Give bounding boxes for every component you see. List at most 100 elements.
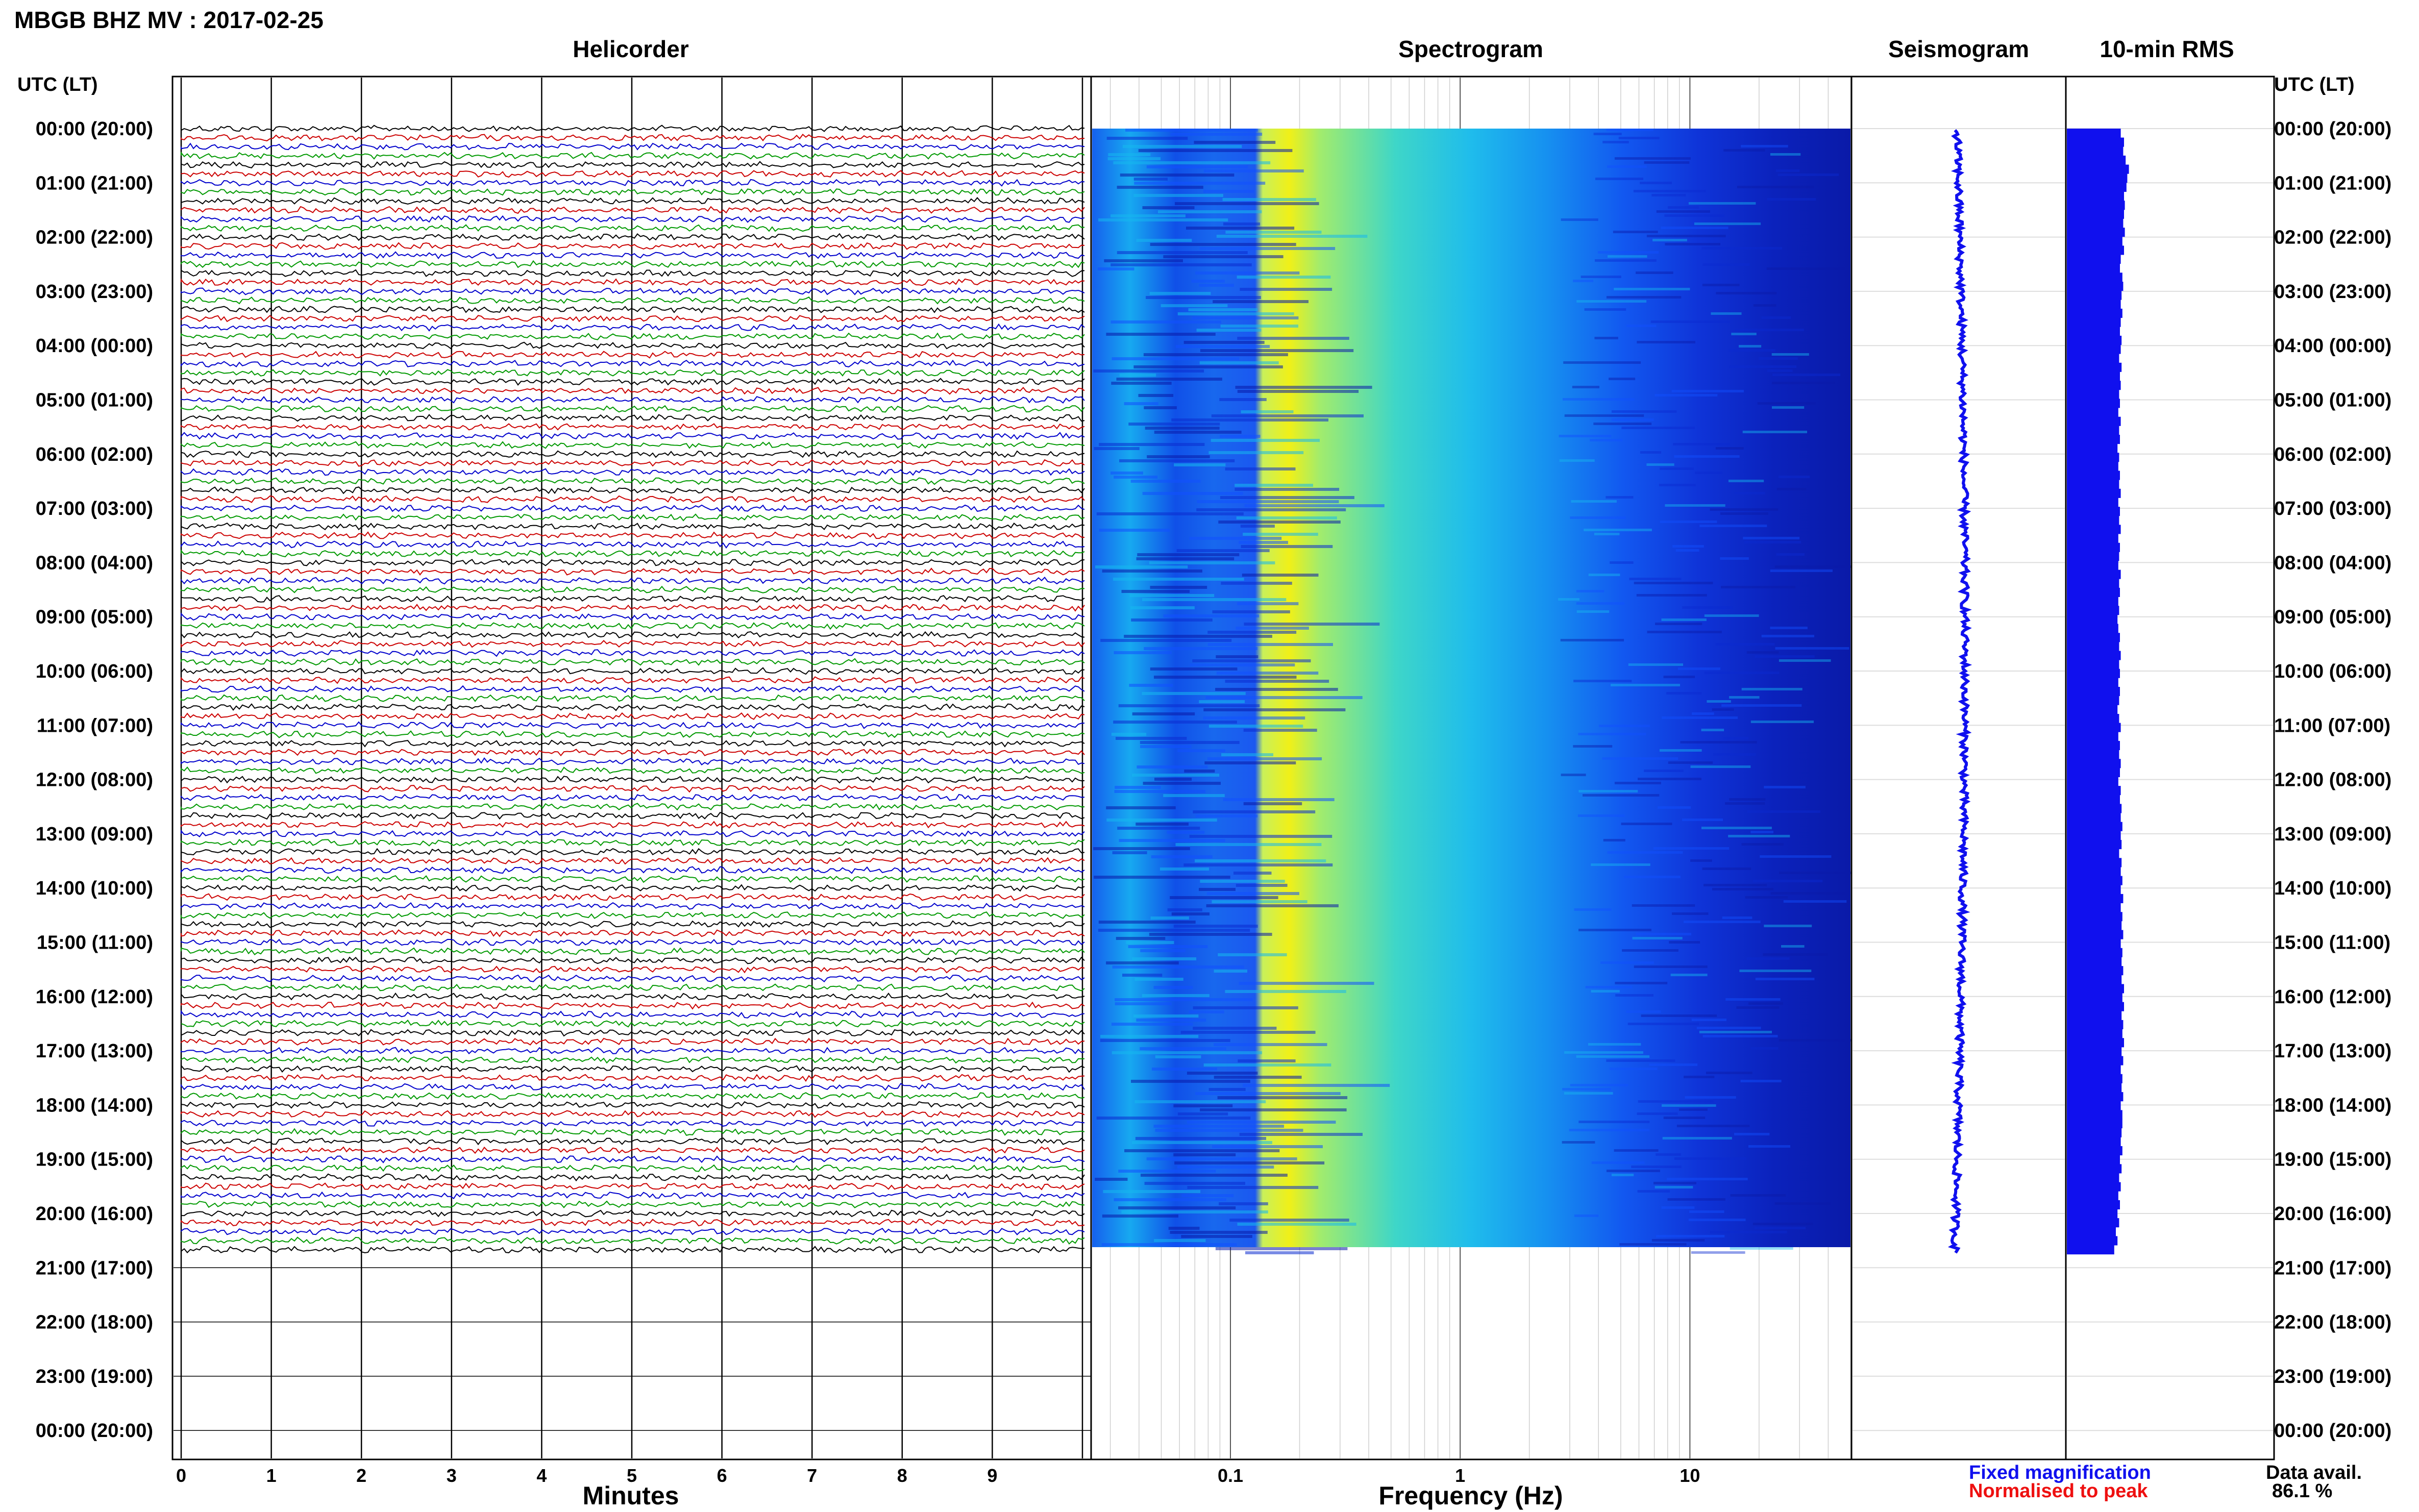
spectrogram-row xyxy=(1720,512,1768,515)
spectrogram-row xyxy=(1745,896,1788,899)
rms-bar xyxy=(2067,822,2122,831)
helicorder-trace xyxy=(181,179,1085,187)
helicorder-trace xyxy=(181,1010,1085,1019)
rms-bar xyxy=(2067,813,2121,823)
helicorder-trace xyxy=(181,549,1085,558)
spectrogram-row xyxy=(1211,414,1364,417)
spectrogram-row xyxy=(1561,218,1598,221)
spectrogram-row xyxy=(1245,1251,1314,1254)
spectrogram-row xyxy=(1672,912,1709,915)
hour-label-left: 14:00 (10:00) xyxy=(36,878,153,899)
helicorder-trace xyxy=(181,838,1085,847)
spectrogram-row xyxy=(1098,267,1134,270)
rms-bar xyxy=(2067,975,2122,984)
rms-bar xyxy=(2067,1011,2122,1021)
spectrogram-row xyxy=(1196,329,1262,332)
seismogram-trace xyxy=(1947,129,1972,1254)
spectrogram-row xyxy=(1663,676,1695,678)
spectrogram-row xyxy=(1636,933,1691,935)
helicorder-trace xyxy=(181,1110,1085,1118)
spectrogram-row xyxy=(1175,345,1270,348)
rms-bar xyxy=(2067,849,2119,858)
spectrogram-row xyxy=(1140,949,1186,952)
spectrogram-row xyxy=(1205,696,1363,699)
rms-bar xyxy=(2067,930,2124,939)
spectrogram-row xyxy=(1233,872,1272,875)
helicorder-trace xyxy=(181,1028,1085,1037)
helicorder-trace xyxy=(181,559,1085,566)
hour-label-left: 09:00 (05:00) xyxy=(36,607,153,628)
spectrogram-row xyxy=(1622,949,1679,952)
spectrogram-row xyxy=(1606,296,1682,299)
spectrogram-row xyxy=(1612,418,1654,421)
spectrogram-row xyxy=(1664,214,1725,217)
helicorder-trace xyxy=(181,323,1085,332)
helicorder-trace xyxy=(181,332,1085,340)
rms-bar xyxy=(2067,408,2118,417)
hour-label-left: 20:00 (16:00) xyxy=(36,1203,153,1225)
spectrogram-row xyxy=(1229,1219,1349,1222)
hour-label-right: 04:00 (00:00) xyxy=(2274,335,2391,357)
frequency-ticks: 0.1 1 10 xyxy=(1218,1465,1700,1486)
spectrogram-row xyxy=(1621,823,1672,825)
hour-label-left: 15:00 (11:00) xyxy=(37,932,153,954)
spectrogram-row xyxy=(1632,904,1695,907)
spectrogram-row xyxy=(1646,235,1726,237)
spectrogram-row xyxy=(1669,941,1700,944)
spectrogram-row xyxy=(1626,325,1657,327)
rms-bar xyxy=(2067,344,2121,354)
spectrogram-row xyxy=(1593,133,1622,135)
minute-tick-label: 3 xyxy=(447,1465,457,1486)
helicorder-trace xyxy=(181,703,1085,711)
spectrogram-row xyxy=(1153,986,1193,989)
hour-label-left: 08:00 (04:00) xyxy=(36,552,153,574)
rms-bar xyxy=(2067,525,2121,534)
spectrogram-row xyxy=(1665,504,1725,507)
spectrogram-row xyxy=(1219,1202,1268,1205)
rms-bar xyxy=(2067,1182,2121,1192)
helicorder-trace xyxy=(181,1092,1085,1100)
spectrogram-row xyxy=(1194,141,1276,144)
spectrogram-row xyxy=(1208,1088,1246,1091)
spectrogram-row xyxy=(1132,712,1195,715)
hour-label-left: 16:00 (12:00) xyxy=(36,986,153,1008)
helicorder-trace xyxy=(181,983,1085,992)
spectrogram-row xyxy=(1759,357,1798,360)
spectrogram-row xyxy=(1572,386,1599,388)
spectrogram-row xyxy=(1100,639,1232,642)
spectrogram-row xyxy=(1221,753,1273,756)
helicorder-trace xyxy=(181,432,1085,440)
spectrogram-row xyxy=(1100,1035,1199,1038)
spectrogram-row xyxy=(1665,243,1720,245)
hour-label-right: 14:00 (10:00) xyxy=(2274,878,2391,899)
spectrogram-row xyxy=(1114,1198,1226,1201)
rms-bar xyxy=(2067,1119,2122,1129)
spectrogram-row xyxy=(1680,741,1757,743)
spectrogram-row xyxy=(1771,353,1809,356)
spectrogram-row xyxy=(1655,394,1718,396)
spectrogram-row xyxy=(1176,549,1270,552)
spectrogram-row xyxy=(1634,965,1708,968)
minute-tick-label: 9 xyxy=(987,1465,997,1486)
helicorder-trace xyxy=(181,522,1085,531)
rms-bar xyxy=(2067,1191,2118,1201)
spectrogram-row xyxy=(1655,1186,1693,1188)
spectrogram-row xyxy=(1100,1039,1230,1042)
spectrogram-row xyxy=(1149,292,1211,295)
spectrogram-row xyxy=(1692,712,1714,715)
spectrogram-row xyxy=(1652,239,1687,241)
helicorder-trace xyxy=(181,1164,1085,1173)
helicorder-trace xyxy=(181,965,1085,974)
spectrogram-row xyxy=(1770,153,1801,156)
helicorder-trace xyxy=(181,631,1085,639)
spectrogram-row xyxy=(1702,1035,1778,1037)
helicorder-trace xyxy=(181,233,1085,241)
spectrogram-row xyxy=(1200,349,1354,352)
spectrogram-row xyxy=(1691,1019,1726,1021)
spectrogram-row xyxy=(1136,823,1189,826)
spectrogram-row xyxy=(1570,1084,1628,1086)
spectrogram-row xyxy=(1213,300,1309,303)
hour-labels-left: 00:00 (20:00) 01:00 (21:00) 02:00 (22:00) 0… xyxy=(36,118,153,1442)
spectrogram-row xyxy=(1644,770,1684,772)
rms-bar xyxy=(2067,1218,2119,1228)
